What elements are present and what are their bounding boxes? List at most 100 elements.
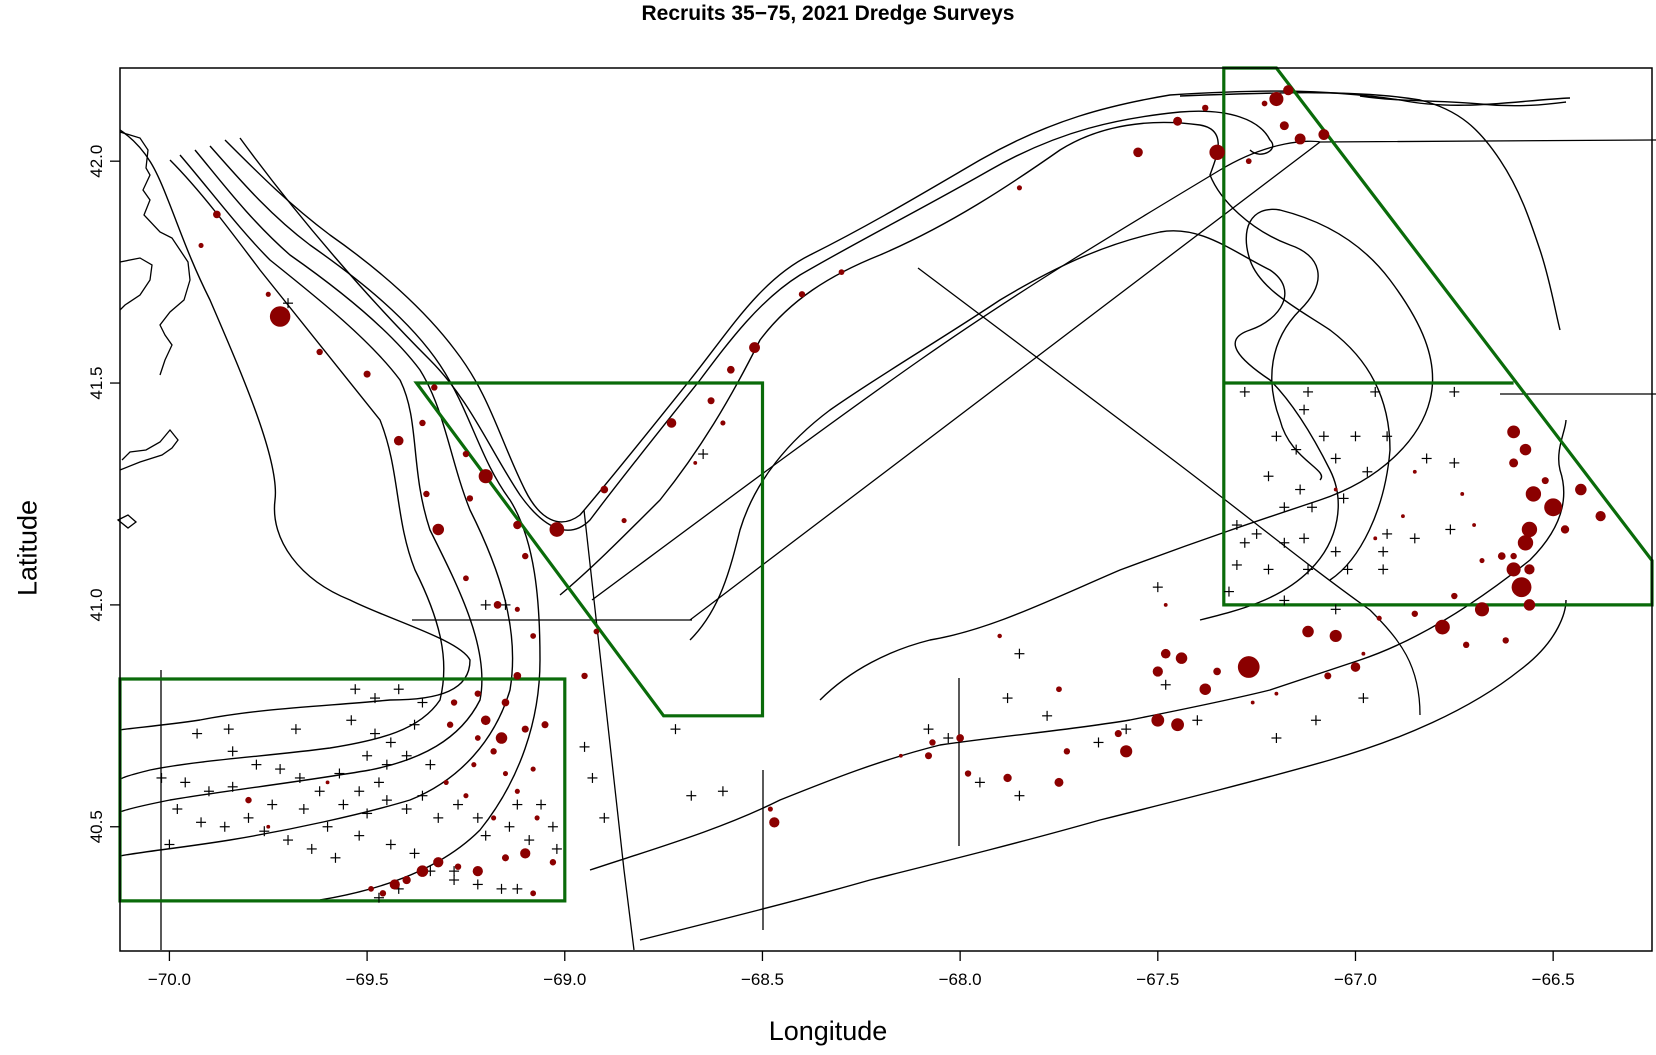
catch-station — [490, 748, 497, 755]
zero-catch-station — [275, 764, 286, 775]
zero-catch-station — [587, 772, 598, 783]
depth-contour-5 — [209, 145, 541, 901]
catch-station — [501, 698, 510, 707]
catch-station — [964, 770, 972, 777]
catch-station — [898, 753, 903, 758]
catch-station — [213, 210, 221, 219]
catch-station — [1509, 458, 1519, 468]
catch-station — [956, 734, 964, 742]
catch-station — [480, 715, 491, 726]
depth-contour-8 — [559, 121, 1323, 596]
catch-station — [1401, 514, 1405, 519]
catch-station — [1261, 100, 1268, 107]
depth-contour-11 — [589, 419, 1567, 871]
catch-station — [514, 788, 520, 794]
catch-station — [720, 420, 726, 426]
catch-station — [1202, 104, 1209, 112]
zero-catch-station — [1303, 564, 1314, 575]
catch-station — [530, 633, 537, 639]
zero-catch-station — [1002, 693, 1013, 704]
catch-station — [530, 766, 536, 772]
catch-station — [501, 854, 509, 862]
catch-station — [838, 269, 845, 275]
catch-station — [1151, 713, 1165, 727]
zero-catch-station — [536, 799, 547, 810]
closed-area-outline — [1222, 66, 1654, 607]
zero-catch-station — [504, 821, 515, 832]
catch-station — [1479, 557, 1485, 564]
zero-catch-station — [1421, 453, 1432, 464]
catch-station — [363, 370, 371, 378]
catch-station — [1502, 637, 1509, 644]
catch-station — [549, 522, 565, 537]
catch-station — [693, 460, 698, 465]
catch-station — [1173, 116, 1183, 126]
catch-station — [389, 879, 400, 890]
zero-catch-station — [346, 715, 357, 726]
catch-station — [1003, 773, 1012, 783]
catch-station — [1497, 552, 1506, 560]
zero-catch-station — [1152, 582, 1163, 593]
catch-station — [1171, 718, 1184, 732]
x-axis-label: Longitude — [768, 1016, 888, 1046]
catch-station — [462, 450, 470, 458]
catch-station — [1054, 777, 1064, 787]
catch-station — [1519, 443, 1532, 456]
zero-catch-station — [1370, 386, 1381, 397]
catch-station — [198, 242, 204, 249]
zero-catch-station — [1449, 386, 1460, 397]
depth-contour-7 — [239, 110, 1274, 531]
boundary-line-5 — [689, 139, 1656, 621]
depth-contour-14 — [1359, 95, 1567, 107]
catch-station — [393, 435, 404, 446]
catch-station — [1250, 700, 1255, 705]
zero-catch-station — [425, 759, 436, 770]
zero-catch-station — [1306, 502, 1317, 513]
zero-catch-station — [1310, 715, 1321, 726]
boundary-line-6 — [917, 267, 1421, 716]
catch-station — [463, 575, 469, 582]
catch-station — [265, 291, 271, 297]
catch-station — [1462, 641, 1470, 649]
depth-contour-2 — [119, 159, 445, 781]
catch-station — [1302, 625, 1314, 638]
catch-station — [1269, 92, 1284, 107]
zero-catch-station — [409, 848, 420, 859]
zero-catch-station — [362, 750, 373, 761]
zero-catch-station — [686, 790, 697, 801]
zero-catch-station — [251, 759, 262, 770]
zero-catch-station — [354, 830, 365, 841]
zero-catch-station — [472, 879, 483, 890]
catch-station — [1376, 615, 1382, 621]
zero-catch-station — [1271, 733, 1282, 744]
y-tick-label: 41.5 — [87, 366, 106, 399]
catch-station — [463, 793, 469, 799]
catch-station — [1056, 686, 1062, 693]
catch-station — [1510, 552, 1517, 560]
x-tick-label: −70.0 — [148, 970, 191, 989]
zero-catch-station — [1263, 564, 1274, 575]
y-axis-label: Latitude — [12, 499, 43, 597]
catch-station — [423, 490, 430, 498]
catch-station — [1373, 536, 1378, 541]
y-tick-label: 40.5 — [87, 810, 106, 843]
zero-catch-station — [1358, 693, 1369, 704]
zero-catch-station — [203, 786, 214, 797]
zero-catch-station — [196, 817, 207, 828]
catch-station — [929, 739, 936, 746]
catch-station — [454, 863, 462, 870]
catch-station — [1451, 592, 1458, 600]
catch-station — [402, 875, 411, 885]
zero-catch-station — [330, 852, 341, 863]
zero-catch-station — [500, 599, 511, 610]
zero-catch-station — [180, 777, 191, 788]
zero-catch-station — [409, 719, 420, 730]
zero-catch-station — [401, 804, 412, 815]
catch-station — [502, 770, 509, 777]
zero-catch-station — [334, 768, 345, 779]
depth-contour-10 — [819, 208, 1434, 701]
zero-catch-station — [1303, 386, 1314, 397]
catch-station — [1435, 619, 1450, 635]
catch-station — [474, 735, 481, 741]
zero-catch-station — [670, 724, 681, 735]
